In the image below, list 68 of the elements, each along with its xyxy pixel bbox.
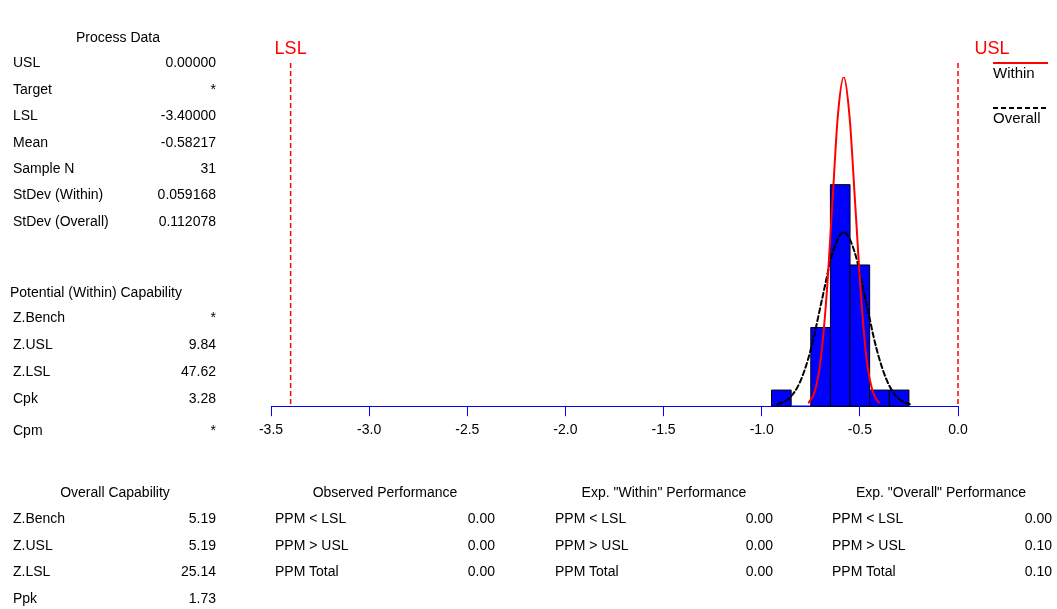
x-tick-label: -3.5 [258, 421, 284, 438]
text: 5.19 [188, 509, 216, 527]
text: Z.LSL [13, 562, 51, 580]
text: Overall Capability [60, 483, 170, 501]
text: 0.00 [1024, 509, 1052, 527]
text: 1.73 [188, 589, 216, 607]
text: PPM Total [832, 562, 896, 580]
text: Process Data [75, 28, 161, 46]
text: Cpk [13, 389, 38, 407]
legend-label: Overall [993, 109, 1041, 127]
text: Exp. "Overall" Performance [855, 483, 1027, 501]
text: Cpm [13, 421, 43, 439]
text: Sample N [13, 159, 75, 177]
text: Observed Performance [312, 483, 458, 501]
x-tick-label: -1.0 [749, 421, 774, 438]
text: 0.00 [745, 509, 773, 527]
text: LSL [13, 106, 38, 124]
text: Ppk [13, 589, 38, 607]
text: 0.00 [745, 562, 773, 580]
text: StDev (Within) [13, 185, 104, 203]
text: Exp. "Within" Performance [581, 483, 747, 501]
text: StDev (Overall) [13, 212, 109, 230]
text: -0.58217 [160, 133, 216, 151]
text: 0.10 [1024, 536, 1052, 554]
x-tick-label: -2.0 [553, 421, 578, 438]
text: Z.USL [13, 536, 53, 554]
text: Z.USL [13, 335, 53, 353]
text: PPM < LSL [555, 509, 627, 527]
text: 0.00000 [165, 53, 216, 71]
text: PPM Total [275, 562, 339, 580]
x-tick-label: -2.5 [455, 421, 480, 438]
text: 0.00 [467, 509, 495, 527]
x-tick-label: -1.5 [651, 421, 676, 438]
text: PPM < LSL [832, 509, 904, 527]
x-tick-label: -3.0 [357, 421, 382, 438]
text: 31 [200, 159, 216, 177]
text: Target [13, 80, 52, 98]
text: 0.00 [467, 562, 495, 580]
ref-line-label: USL [974, 37, 1010, 58]
text: -3.40000 [160, 106, 216, 124]
text: PPM Total [555, 562, 619, 580]
text: Z.LSL [13, 362, 51, 380]
x-tick-label: -0.5 [847, 421, 873, 438]
text: USL [13, 53, 41, 71]
text: PPM < LSL [275, 509, 347, 527]
text: PPM > USL [832, 536, 906, 554]
text: 47.62 [180, 362, 216, 380]
text: 0.10 [1024, 562, 1052, 580]
text: PPM > USL [275, 536, 349, 554]
text: Mean [13, 133, 49, 151]
text: 3.28 [188, 389, 216, 407]
text: 0.059168 [157, 185, 216, 203]
text: * [210, 421, 216, 439]
text: Potential (Within) Capability [10, 283, 182, 301]
legend-label: Within [993, 64, 1035, 82]
text: 0.00 [467, 536, 495, 554]
text: Z.Bench [13, 308, 66, 326]
text: 25.14 [180, 562, 216, 580]
ref-line-label: LSL [274, 37, 307, 58]
text: Z.Bench [13, 509, 66, 527]
text: 5.19 [188, 536, 216, 554]
text: * [210, 80, 216, 98]
text: 0.112078 [158, 212, 216, 230]
text: 0.00 [745, 536, 773, 554]
text: PPM > USL [555, 536, 629, 554]
text: * [210, 308, 216, 326]
x-tick-label: 0.0 [948, 421, 968, 438]
text: 9.84 [188, 335, 216, 353]
